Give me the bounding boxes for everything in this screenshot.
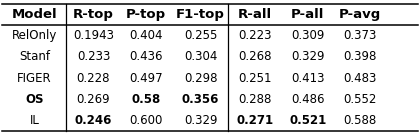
Text: FIGER: FIGER bbox=[17, 72, 52, 85]
Text: Model: Model bbox=[12, 8, 58, 21]
Text: 0.304: 0.304 bbox=[184, 50, 217, 64]
Text: Stanf: Stanf bbox=[19, 50, 50, 64]
Text: 0.413: 0.413 bbox=[291, 72, 324, 85]
Text: 0.255: 0.255 bbox=[184, 29, 217, 42]
Text: P-top: P-top bbox=[126, 8, 166, 21]
Text: 0.298: 0.298 bbox=[184, 72, 217, 85]
Text: 0.233: 0.233 bbox=[77, 50, 110, 64]
Text: 0.373: 0.373 bbox=[344, 29, 377, 42]
Text: 0.398: 0.398 bbox=[344, 50, 377, 64]
Text: 0.356: 0.356 bbox=[182, 93, 219, 106]
Text: R-top: R-top bbox=[73, 8, 114, 21]
Text: 0.404: 0.404 bbox=[129, 29, 163, 42]
Text: 0.483: 0.483 bbox=[344, 72, 377, 85]
Text: 0.552: 0.552 bbox=[344, 93, 377, 106]
Text: 0.600: 0.600 bbox=[129, 114, 163, 127]
Text: 0.246: 0.246 bbox=[75, 114, 112, 127]
Text: 0.269: 0.269 bbox=[76, 93, 110, 106]
Text: 0.268: 0.268 bbox=[239, 50, 272, 64]
Text: OS: OS bbox=[25, 93, 44, 106]
Text: 0.251: 0.251 bbox=[239, 72, 272, 85]
Text: 0.223: 0.223 bbox=[239, 29, 272, 42]
Text: RelOnly: RelOnly bbox=[12, 29, 58, 42]
Text: 0.329: 0.329 bbox=[291, 50, 324, 64]
Text: 0.1943: 0.1943 bbox=[73, 29, 114, 42]
Text: 0.588: 0.588 bbox=[344, 114, 377, 127]
Text: 0.58: 0.58 bbox=[131, 93, 160, 106]
Text: P-avg: P-avg bbox=[339, 8, 381, 21]
Text: 0.271: 0.271 bbox=[236, 114, 274, 127]
Text: 0.288: 0.288 bbox=[239, 93, 272, 106]
Text: IL: IL bbox=[30, 114, 39, 127]
Text: 0.521: 0.521 bbox=[289, 114, 326, 127]
Text: 0.329: 0.329 bbox=[184, 114, 217, 127]
Text: 0.309: 0.309 bbox=[291, 29, 324, 42]
Text: 0.497: 0.497 bbox=[129, 72, 163, 85]
Text: 0.436: 0.436 bbox=[129, 50, 163, 64]
Text: R-all: R-all bbox=[238, 8, 272, 21]
Text: P-all: P-all bbox=[291, 8, 324, 21]
Text: 0.486: 0.486 bbox=[291, 93, 324, 106]
Text: F1-top: F1-top bbox=[176, 8, 225, 21]
Text: 0.228: 0.228 bbox=[77, 72, 110, 85]
